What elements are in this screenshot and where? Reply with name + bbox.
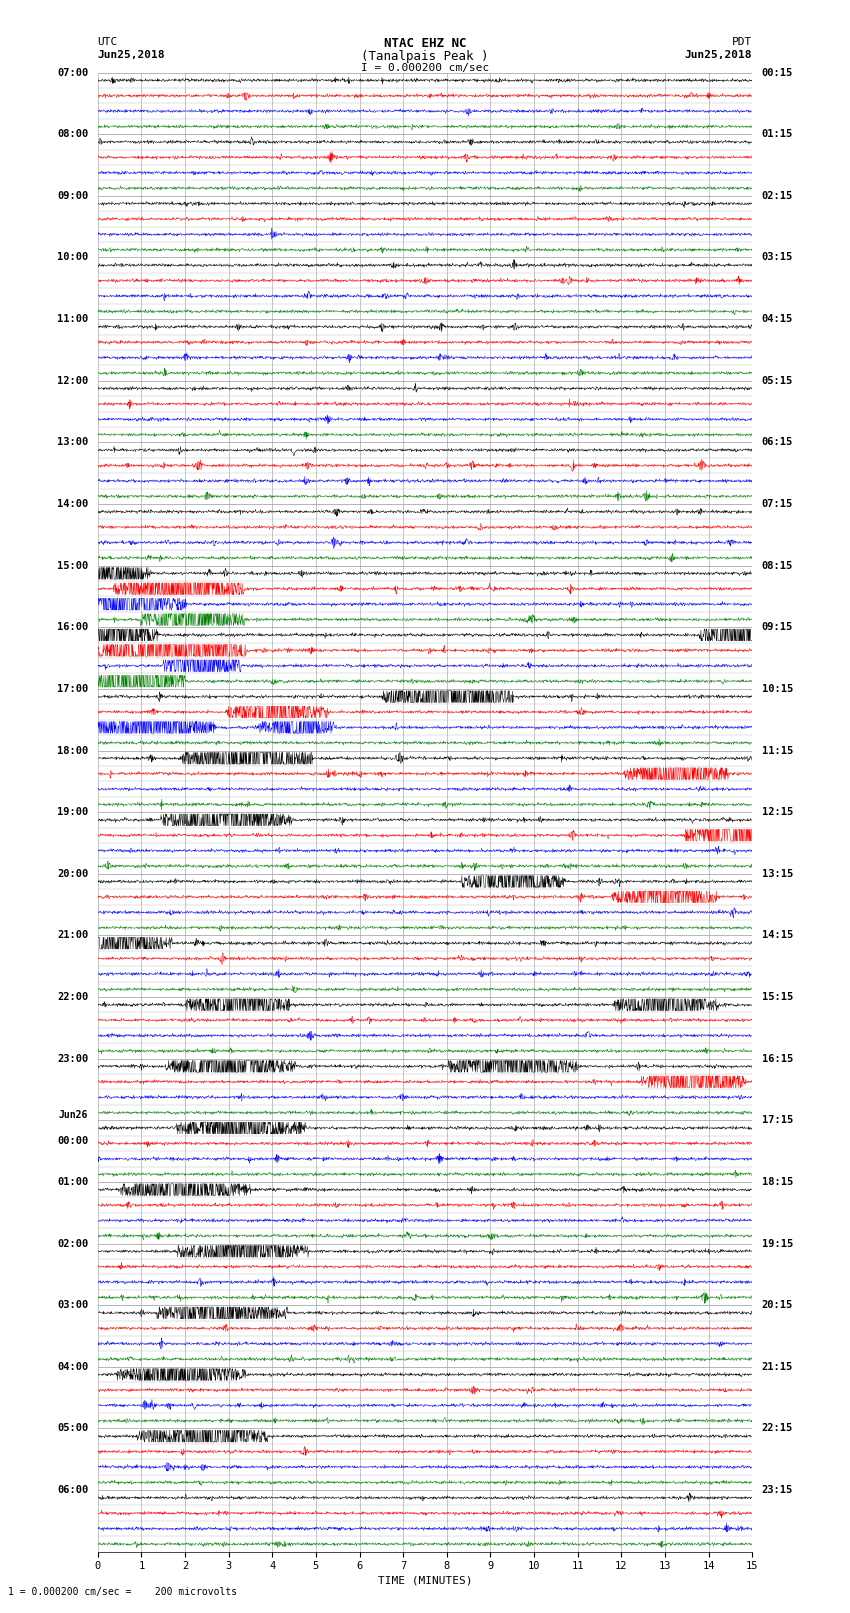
Text: 11:00: 11:00 [57,315,88,324]
Text: 12:15: 12:15 [762,806,793,818]
Text: 00:15: 00:15 [762,68,793,77]
Text: 06:15: 06:15 [762,437,793,447]
Text: 13:00: 13:00 [57,437,88,447]
Text: 17:15: 17:15 [762,1115,793,1126]
Text: 04:15: 04:15 [762,315,793,324]
Text: 21:00: 21:00 [57,931,88,940]
Text: PDT: PDT [732,37,752,47]
Text: Jun25,2018: Jun25,2018 [98,50,165,60]
Text: 14:15: 14:15 [762,931,793,940]
Text: 02:15: 02:15 [762,190,793,202]
Text: 04:00: 04:00 [57,1361,88,1371]
Text: 16:00: 16:00 [57,623,88,632]
Text: NTAC EHZ NC: NTAC EHZ NC [383,37,467,50]
Text: Jun26: Jun26 [59,1110,88,1119]
Text: 03:15: 03:15 [762,253,793,263]
Text: 10:15: 10:15 [762,684,793,694]
Text: 11:15: 11:15 [762,745,793,755]
Text: 22:15: 22:15 [762,1423,793,1434]
Text: I = 0.000200 cm/sec: I = 0.000200 cm/sec [361,63,489,73]
Text: 21:15: 21:15 [762,1361,793,1371]
Text: 01:15: 01:15 [762,129,793,139]
Text: 16:15: 16:15 [762,1053,793,1063]
Text: 09:15: 09:15 [762,623,793,632]
Text: 00:00: 00:00 [57,1136,88,1145]
Text: 10:00: 10:00 [57,253,88,263]
Text: 08:15: 08:15 [762,561,793,571]
Text: 12:00: 12:00 [57,376,88,386]
Text: 01:00: 01:00 [57,1177,88,1187]
Text: 19:00: 19:00 [57,806,88,818]
X-axis label: TIME (MINUTES): TIME (MINUTES) [377,1576,473,1586]
Text: 05:15: 05:15 [762,376,793,386]
Text: 19:15: 19:15 [762,1239,793,1248]
Text: 05:00: 05:00 [57,1423,88,1434]
Text: 08:00: 08:00 [57,129,88,139]
Text: 07:00: 07:00 [57,68,88,77]
Text: 06:00: 06:00 [57,1486,88,1495]
Text: 03:00: 03:00 [57,1300,88,1310]
Text: 07:15: 07:15 [762,498,793,510]
Text: Jun25,2018: Jun25,2018 [685,50,752,60]
Text: 23:15: 23:15 [762,1486,793,1495]
Text: 14:00: 14:00 [57,498,88,510]
Text: 17:00: 17:00 [57,684,88,694]
Text: 02:00: 02:00 [57,1239,88,1248]
Text: 18:15: 18:15 [762,1177,793,1187]
Text: 1 = 0.000200 cm/sec =    200 microvolts: 1 = 0.000200 cm/sec = 200 microvolts [8,1587,238,1597]
Text: 13:15: 13:15 [762,869,793,879]
Text: UTC: UTC [98,37,118,47]
Text: 22:00: 22:00 [57,992,88,1002]
Text: (Tanalpais Peak ): (Tanalpais Peak ) [361,50,489,63]
Text: 09:00: 09:00 [57,190,88,202]
Text: 23:00: 23:00 [57,1053,88,1063]
Text: 20:00: 20:00 [57,869,88,879]
Text: 15:00: 15:00 [57,561,88,571]
Text: 18:00: 18:00 [57,745,88,755]
Text: 20:15: 20:15 [762,1300,793,1310]
Text: 15:15: 15:15 [762,992,793,1002]
